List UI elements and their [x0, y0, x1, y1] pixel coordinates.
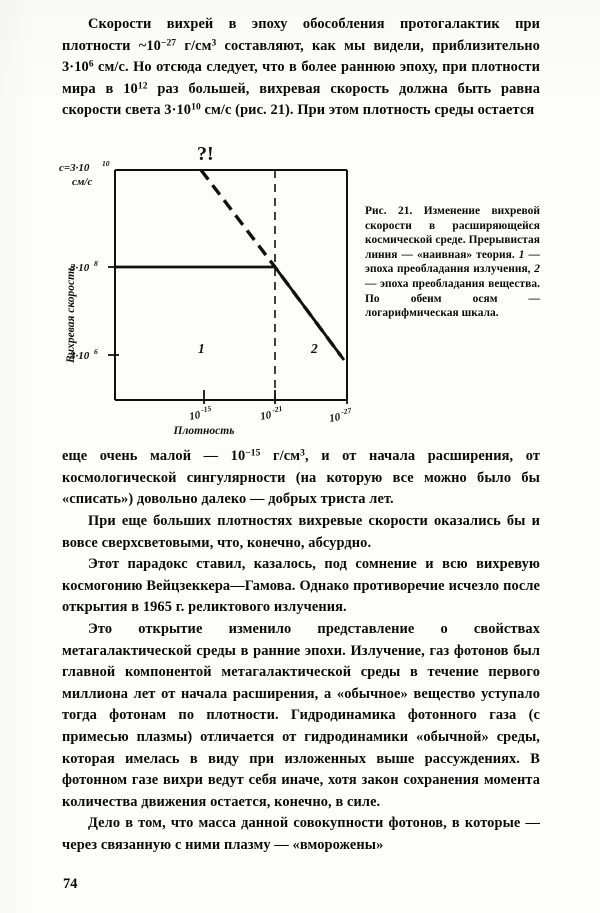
svg-text:10: 10 — [259, 409, 273, 423]
paragraph-text: Скорости вихрей в эпоху обособления прот… — [62, 16, 540, 119]
paragraph-superluminal: При еще больших плотностях вихревые скор… — [62, 511, 540, 554]
svg-text:10: 10 — [188, 409, 202, 423]
svg-text:c=3·10: c=3·10 — [59, 162, 90, 174]
paragraph-text: Это открытие изменило представление о св… — [62, 621, 540, 810]
svg-text:-21: -21 — [271, 404, 283, 415]
svg-text:3·10: 3·10 — [69, 262, 90, 274]
svg-text:3·10: 3·10 — [69, 350, 90, 362]
figure-caption-text: Рис. 21. Изменение вихревой скорости в р… — [365, 205, 540, 320]
figure-21: ?! c=3·10 10 см/с — [58, 138, 540, 436]
svg-text:6: 6 — [94, 347, 98, 356]
svg-text:-27: -27 — [340, 406, 352, 417]
y-axis-title: Вихревая скорость — [65, 266, 77, 364]
paragraph-discovery: Это открытие изменило представление о св… — [62, 619, 540, 813]
region-label-2: 2 — [310, 341, 318, 356]
figure-caption: Рис. 21. Изменение вихревой скорости в р… — [365, 204, 540, 321]
paragraph-text: При еще больших плотностях вихревые скор… — [62, 513, 540, 551]
svg-text:-15: -15 — [200, 404, 212, 415]
series-actual-solid — [116, 265, 346, 361]
svg-text:10: 10 — [102, 159, 110, 168]
svg-text:10: 10 — [328, 411, 342, 425]
paragraph-paradox: Этот парадокс ставил, казалось, под сомн… — [62, 554, 540, 619]
paragraph-text: Дело в том, что масса данной совокупност… — [62, 815, 540, 853]
x-axis-title: Плотность — [173, 425, 235, 436]
paragraph-text: Этот парадокс ставил, казалось, под сомн… — [62, 556, 540, 616]
y-axis-top-label: c=3·10 10 см/с — [59, 159, 110, 188]
svg-text:см/с: см/с — [72, 176, 92, 188]
x-axis-tick-labels: 10 -15 10 -21 10 -27 — [188, 404, 352, 425]
y-axis-tick-labels: 3·10 8 3·10 6 — [69, 259, 98, 362]
chart-vortex-velocity-vs-density: ?! c=3·10 10 см/с — [58, 138, 358, 436]
paragraph-after-figure: еще очень малой — 10−15 г/см3, и от нача… — [62, 446, 540, 511]
page-number: 74 — [63, 876, 78, 892]
paragraph-text: еще очень малой — 10−15 г/см3, и от нача… — [62, 448, 540, 508]
region-label-1: 1 — [198, 341, 205, 356]
paragraph-opening: Скорости вихрей в эпоху обособления прот… — [62, 14, 540, 122]
y-axis-ticks — [108, 266, 119, 356]
chart-frame — [114, 169, 348, 401]
svg-text:8: 8 — [94, 259, 98, 268]
annotation-question-exclamation: ?! — [197, 143, 214, 165]
paragraph-closing: Дело в том, что масса данной совокупност… — [62, 813, 540, 856]
